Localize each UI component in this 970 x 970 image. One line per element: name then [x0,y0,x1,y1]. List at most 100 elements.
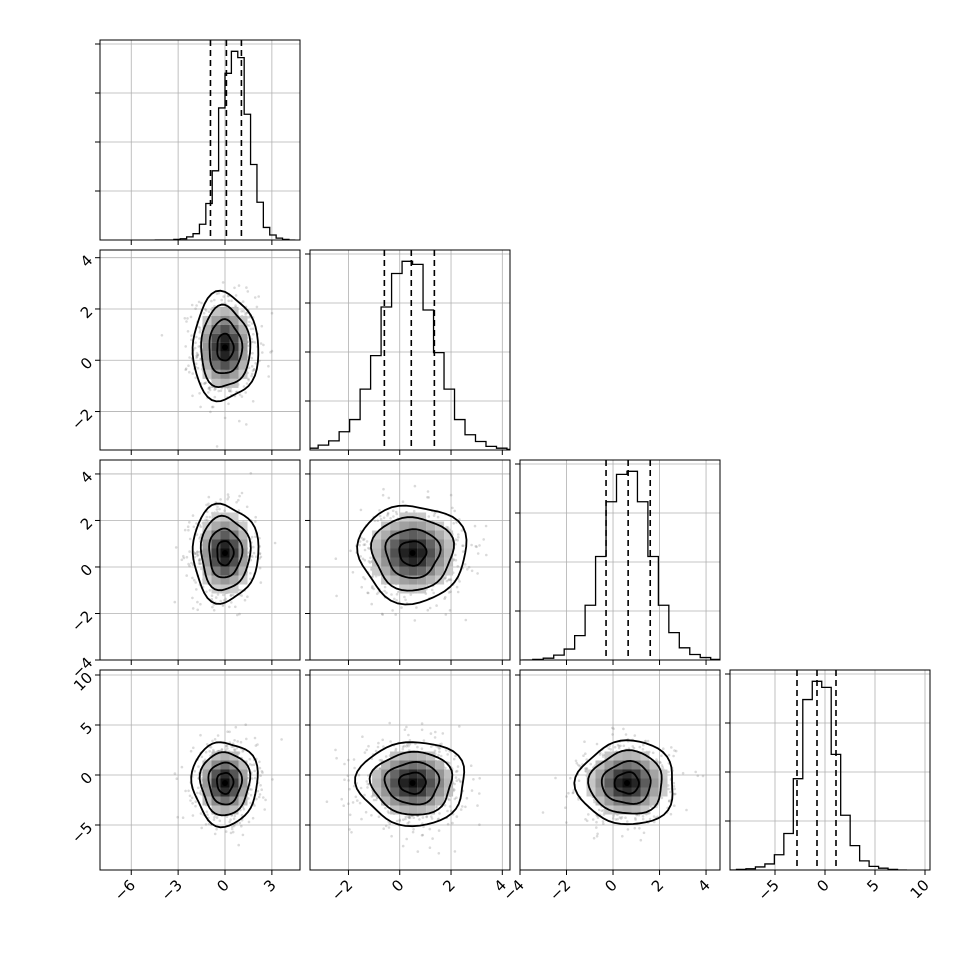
scatter-point [232,817,236,821]
scatter-point [244,723,247,726]
scatter-point [187,789,190,793]
scatter-point [249,577,252,581]
y-tick-label-4-1: 0 [77,769,96,788]
x-tick-label-3-2: 0 [601,876,620,895]
density-cell [426,575,436,585]
scatter-point [407,815,410,819]
scatter-point [438,746,442,750]
scatter-point [593,800,596,804]
scatter-point [213,395,217,399]
scatter-point [633,734,637,737]
scatter-point [234,605,237,609]
scatter-point [182,556,186,560]
density-cell [238,566,248,576]
hist-panel-2 [305,249,511,455]
scatter-point [198,557,202,561]
scatter-point [184,367,188,371]
density-cell [390,787,400,797]
density-cell [426,778,436,788]
scatter-point [205,518,209,522]
scatter-point [228,820,231,824]
scatter-point [669,812,673,816]
scatter-point [191,576,194,580]
scatter-point [466,568,469,571]
scatter-point [367,744,370,748]
density-cell [408,584,418,594]
scatter-point [202,311,206,315]
scatter-point [360,585,364,589]
density-cell [649,778,659,788]
scatter-point [572,791,575,794]
scatter-point [701,774,705,778]
density-cell [435,530,445,540]
scatter-point [199,602,202,606]
scatter-point [183,317,187,320]
scatter-point [407,733,410,737]
scatter-point [600,809,604,813]
scatter-inner-3-1 [173,472,277,617]
scatter-point [575,761,579,765]
density-cell [640,751,650,761]
scatter-panel-3-2 [305,459,511,665]
scatter-point [226,294,230,298]
scatter-point [448,528,451,532]
scatter-point [408,743,412,746]
scatter-point [181,816,185,819]
scatter-point [405,837,409,841]
scatter-point [452,757,456,761]
density-cell [631,769,641,779]
scatter-point [216,593,220,596]
density-cell [390,539,400,549]
density-cell [238,557,248,567]
density-cell [202,566,212,576]
density-cell [604,778,614,788]
scatter-point [228,389,231,393]
density-cell [399,805,409,815]
density-cell [229,539,239,549]
scatter-point [190,561,193,565]
scatter-point [195,351,199,355]
scatter-point [622,727,625,731]
scatter-point [425,815,429,818]
scatter-point [422,739,426,742]
density-cell [211,324,221,334]
scatter-point [366,782,370,786]
scatter-point [241,300,245,303]
density-cell [238,521,248,531]
scatter-point [427,496,431,499]
scatter-point [595,742,599,746]
density-cell [604,787,614,797]
scatter-point [193,578,196,582]
scatter-point [189,799,192,802]
contour-4-1-3 [198,751,252,817]
scatter-point [194,581,197,584]
contour-4-2-2 [383,760,441,806]
contour-3-2-4 [356,504,468,606]
scatter-point [443,597,446,600]
scatter-point [472,778,475,781]
scatter-point [409,593,413,596]
scatter-point [231,593,235,597]
density-cell [613,778,623,788]
scatter-point [250,337,253,341]
scatter-point [213,388,216,392]
scatter-point [458,518,461,521]
scatter-point [459,808,463,811]
scatter-point [225,815,229,818]
scatter-point [389,740,392,743]
scatter-point [206,813,209,817]
density-cell [211,575,221,585]
scatter-point [198,559,201,562]
scatter-point [238,589,242,592]
scatter-point [226,493,230,496]
density-cell [229,787,239,797]
scatter-point [359,555,363,558]
scatter-point [696,774,700,778]
scatter-point [188,356,191,359]
density-cell [220,796,230,806]
scatter-point [470,569,474,573]
scatter-point [224,830,228,833]
y-tick-label-3-1: −2 [68,607,96,635]
density-cell [435,787,445,797]
scatter-point [273,541,277,545]
